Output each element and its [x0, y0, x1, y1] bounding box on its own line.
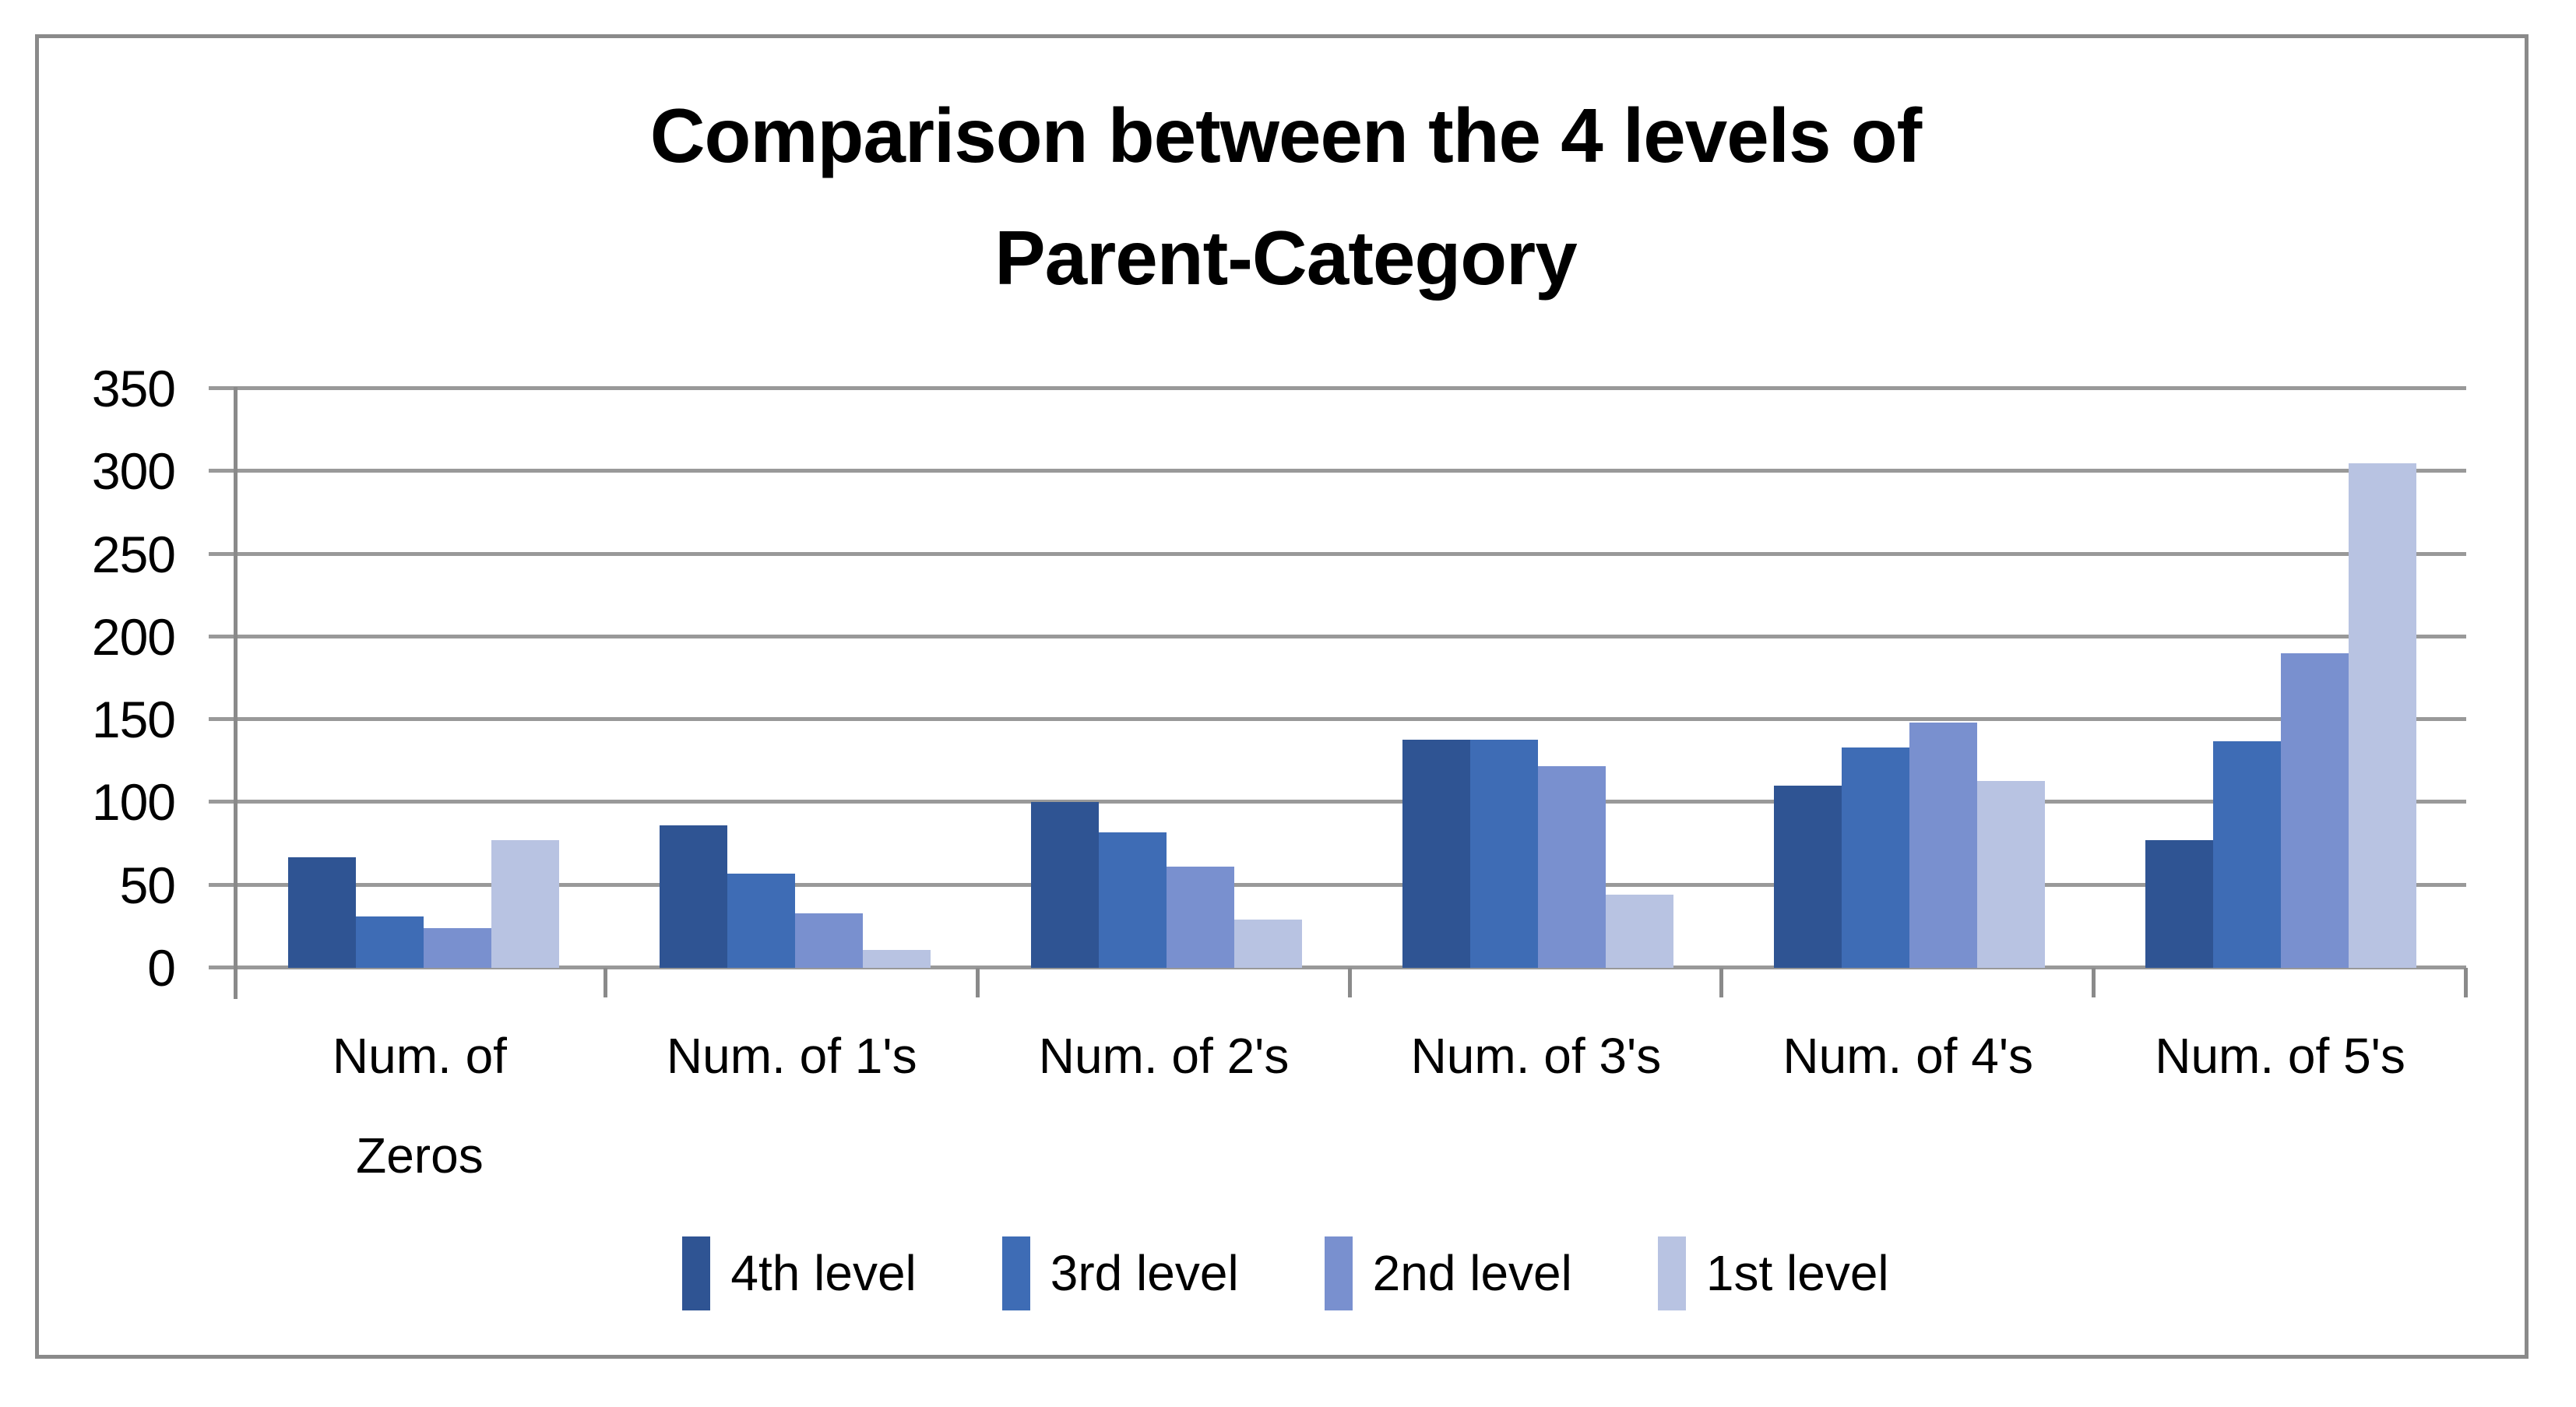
- x-axis-labels: Num. of Zeros Num. of 1's Num. of 2's Num. …: [234, 1006, 2466, 1205]
- x-axis-tick: [1719, 968, 1724, 997]
- chart-frame: [35, 34, 2528, 1359]
- y-axis-tick-label: 250: [91, 525, 176, 583]
- bar: [491, 840, 559, 968]
- legend: 4th level 3rd level 2nd level 1st level: [35, 1236, 2536, 1310]
- legend-color-swatch: [1657, 1236, 1686, 1310]
- gridline: [209, 386, 2466, 390]
- legend-item: 4th level: [682, 1236, 917, 1310]
- bars-row: [238, 389, 2466, 968]
- x-axis-tick: [975, 968, 980, 997]
- x-axis-label-slot: Num. of 1's: [606, 1006, 978, 1205]
- bar: [1402, 739, 1470, 968]
- legend-item: 2nd level: [1324, 1236, 1572, 1310]
- plot-area: 0 50 100 150 200 250 300 350: [92, 360, 2468, 999]
- x-axis-category-label: Num. of Zeros: [332, 1028, 507, 1184]
- bar: [2348, 463, 2416, 968]
- chart-title-line-1: Comparison between the 4 levels of: [649, 93, 1922, 178]
- legend-label: 3rd level: [1050, 1245, 1239, 1301]
- x-axis-category-label: Num. of 3's: [1410, 1028, 1662, 1084]
- bar-group: [238, 389, 609, 968]
- gridline: [209, 882, 2466, 887]
- legend-color-swatch: [682, 1236, 711, 1310]
- y-axis-tick-label: 300: [91, 442, 176, 501]
- legend-color-swatch: [1324, 1236, 1353, 1310]
- bar-group: [609, 389, 980, 968]
- y-axis-tick-label: 50: [119, 856, 176, 914]
- y-axis-tick-label: 200: [91, 607, 176, 666]
- bar: [659, 825, 727, 968]
- bar-group: [980, 389, 1352, 968]
- bar: [2280, 653, 2349, 968]
- x-axis-label-slot: Num. of 2's: [978, 1006, 1350, 1205]
- x-axis-label-slot: Num. of 3's: [1350, 1006, 1722, 1205]
- x-axis-label-slot: Num. of 4's: [1722, 1006, 2094, 1205]
- x-axis-category-label: Num. of 4's: [1782, 1028, 2034, 1084]
- x-axis-tick: [2092, 968, 2096, 997]
- x-axis-label-slot: Num. of 5's: [2094, 1006, 2466, 1205]
- bar: [2145, 840, 2213, 968]
- bar-group: [2095, 389, 2466, 968]
- bar: [794, 913, 863, 968]
- bar: [1030, 802, 1099, 968]
- chart-title: Comparison between the 4 levels of Paren…: [35, 75, 2536, 319]
- bar: [1976, 780, 2045, 968]
- x-axis-tick: [2464, 968, 2468, 997]
- bar-group: [1723, 389, 2095, 968]
- bar: [287, 857, 356, 968]
- x-axis-tick: [603, 968, 607, 997]
- bar: [862, 949, 931, 968]
- bar: [1469, 739, 1538, 968]
- bar: [1605, 895, 1673, 968]
- x-axis-label-slot: Num. of Zeros: [234, 1006, 606, 1205]
- y-axis-tick-label: 100: [91, 773, 176, 832]
- bar: [1233, 920, 1302, 968]
- legend-item: 3rd level: [1001, 1236, 1239, 1310]
- gridline: [209, 800, 2466, 804]
- x-axis-tick: [1347, 968, 1352, 997]
- legend-label: 2nd level: [1372, 1245, 1572, 1301]
- x-axis-category-label: Num. of 5's: [2155, 1028, 2405, 1084]
- y-axis-line: [234, 387, 238, 999]
- legend-color-swatch: [1001, 1236, 1030, 1310]
- bar: [423, 927, 491, 968]
- bar: [727, 873, 795, 968]
- bar: [1537, 765, 1606, 968]
- gridline: [209, 469, 2466, 473]
- x-axis-category-label: Num. of 2's: [1038, 1028, 1290, 1084]
- gridline: [209, 634, 2466, 638]
- y-axis-tick-label: 0: [147, 939, 176, 997]
- bar: [2212, 740, 2281, 968]
- bar: [1773, 786, 1842, 968]
- bar-group: [1352, 389, 1723, 968]
- bar: [1909, 723, 1977, 968]
- gridline: [209, 966, 2466, 969]
- chart-title-line-2: Parent-Category: [994, 214, 1577, 301]
- x-axis-category-label: Num. of 1's: [666, 1028, 917, 1084]
- gridline: [209, 717, 2466, 722]
- bar: [1166, 867, 1234, 968]
- bar: [355, 916, 424, 968]
- legend-label: 1st level: [1705, 1245, 1889, 1301]
- gridline: [209, 551, 2466, 556]
- legend-item: 1st level: [1657, 1236, 1889, 1310]
- bar: [1098, 832, 1167, 968]
- y-axis-tick-label: 150: [91, 691, 176, 749]
- y-axis-tick-label: 350: [91, 360, 176, 417]
- legend-label: 4th level: [730, 1245, 917, 1301]
- bar: [1841, 747, 1909, 968]
